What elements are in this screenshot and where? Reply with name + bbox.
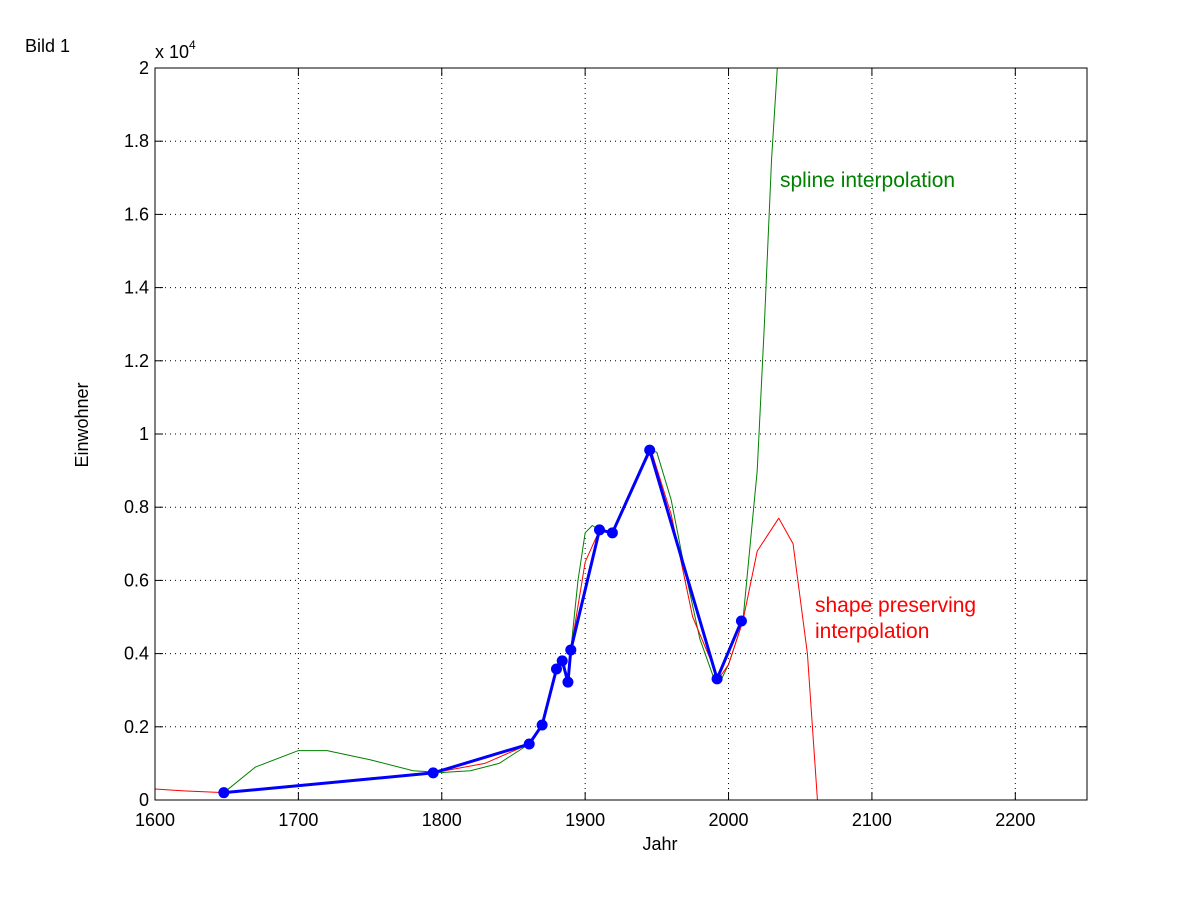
y-multiplier-exponent: 4 <box>189 38 196 52</box>
data-marker <box>427 767 439 779</box>
y-tick-label: 1.6 <box>124 204 149 224</box>
x-axis-label: Jahr <box>642 834 677 854</box>
y-tick-label: 1 <box>139 424 149 444</box>
figure-label: Bild 1 <box>25 36 70 56</box>
data-marker <box>711 673 723 685</box>
data-marker <box>606 527 618 539</box>
data-line <box>223 68 778 794</box>
y-tick-label: 0.8 <box>124 497 149 517</box>
data-marker <box>593 524 605 536</box>
x-tick-label: 1900 <box>565 810 605 830</box>
annotation: interpolation <box>815 620 929 643</box>
x-tick-label: 1800 <box>422 810 462 830</box>
data-marker <box>550 663 562 675</box>
y-tick-label: 0.6 <box>124 570 149 590</box>
data-marker <box>523 738 535 750</box>
y-axis-label: Einwohner <box>72 382 92 467</box>
x-tick-label: 1600 <box>135 810 175 830</box>
x-tick-label: 2200 <box>995 810 1035 830</box>
y-multiplier: x 104 <box>155 38 196 62</box>
data-marker <box>556 655 568 667</box>
y-tick-label: 0.4 <box>124 644 149 664</box>
x-tick-label: 1700 <box>278 810 318 830</box>
data-marker <box>735 615 747 627</box>
data-marker <box>536 719 548 731</box>
y-tick-label: 1.2 <box>124 351 149 371</box>
y-tick-label: 2 <box>139 58 149 78</box>
annotation: spline interpolation <box>780 169 955 192</box>
annotation: shape preserving <box>815 594 976 617</box>
y-tick-label: 1.8 <box>124 131 149 151</box>
data-marker <box>218 787 230 799</box>
y-tick-label: 0.2 <box>124 717 149 737</box>
y-tick-label: 0 <box>139 790 149 810</box>
x-tick-label: 2100 <box>852 810 892 830</box>
data-marker <box>565 644 577 656</box>
y-tick-label: 1.4 <box>124 278 149 298</box>
y-multiplier-base: x 10 <box>155 42 189 62</box>
x-tick-label: 2000 <box>709 810 749 830</box>
axes-box <box>154 67 1088 801</box>
data-marker <box>562 676 574 688</box>
data-marker <box>644 444 656 456</box>
